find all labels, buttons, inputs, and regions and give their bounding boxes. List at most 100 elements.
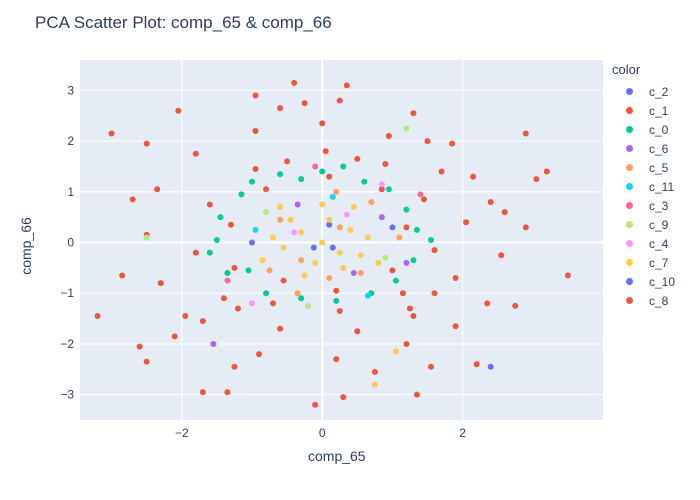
data-point-c_1 — [280, 277, 287, 284]
legend-marker-c_3 — [626, 202, 633, 209]
data-point-c_0 — [413, 226, 420, 233]
data-point-c_5 — [336, 224, 343, 231]
data-point-c_0 — [333, 297, 340, 304]
legend-label-c_0: c_0 — [649, 122, 669, 137]
legend-item-c_2[interactable]: c_2 — [612, 82, 675, 101]
data-point-c_1 — [157, 280, 164, 287]
legend-item-c_11[interactable]: c_11 — [612, 177, 675, 196]
data-point-c_1 — [224, 389, 231, 396]
data-point-c_1 — [277, 105, 284, 112]
data-point-c_0 — [319, 168, 326, 175]
data-point-c_1 — [564, 272, 571, 279]
legend-label-c_3: c_3 — [649, 198, 669, 213]
data-point-c_1 — [484, 300, 491, 307]
legend-item-c_0[interactable]: c_0 — [612, 120, 675, 139]
data-point-c_1 — [336, 307, 343, 314]
data-point-c_1 — [171, 333, 178, 340]
data-point-c_1 — [333, 356, 340, 363]
data-point-c_11 — [364, 292, 371, 299]
legend-item-c_5[interactable]: c_5 — [612, 158, 675, 177]
legend[interactable]: color c_2 c_1 c_0 c_6 c_5 c_11 c_3 c_9 c_4 c_7 c_1… — [612, 62, 675, 310]
legend-label-c_10: c_10 — [649, 274, 676, 289]
data-point-c_1 — [410, 110, 417, 117]
data-point-c_0 — [217, 214, 224, 221]
data-point-c_1 — [389, 267, 396, 274]
data-point-c_5 — [357, 269, 364, 276]
data-point-c_9 — [305, 302, 312, 309]
data-point-c_1 — [312, 401, 319, 408]
data-point-c_8 — [284, 158, 291, 165]
legend-marker-c_11 — [626, 183, 633, 190]
data-point-c_11 — [329, 193, 336, 200]
legend-item-c_8[interactable]: c_8 — [612, 291, 675, 310]
legend-marker-c_8 — [626, 297, 633, 304]
data-point-c_8 — [431, 290, 438, 297]
data-point-c_5 — [326, 275, 333, 282]
data-point-c_1 — [143, 358, 150, 365]
chart-title: PCA Scatter Plot: comp_65 & comp_66 — [35, 13, 332, 32]
data-point-c_1 — [382, 160, 389, 167]
data-point-c_8 — [354, 155, 361, 162]
data-point-c_1 — [487, 198, 494, 205]
data-point-c_9 — [382, 254, 389, 261]
data-point-c_1 — [231, 264, 238, 271]
data-point-c_7 — [392, 348, 399, 355]
data-point-c_5 — [277, 216, 284, 223]
legend-marker-c_5 — [626, 164, 633, 171]
data-point-c_7 — [301, 272, 308, 279]
legend-item-c_7[interactable]: c_7 — [612, 253, 675, 272]
legend-item-c_1[interactable]: c_1 — [612, 101, 675, 120]
data-point-c_0 — [263, 290, 270, 297]
data-point-c_1 — [277, 325, 284, 332]
data-point-c_1 — [252, 92, 259, 99]
legend-item-c_9[interactable]: c_9 — [612, 215, 675, 234]
legend-item-c_10[interactable]: c_10 — [612, 272, 675, 291]
data-point-c_1 — [326, 173, 333, 180]
data-point-c_0 — [340, 163, 347, 170]
data-point-c_0 — [277, 171, 284, 178]
y-tick-label: 2 — [67, 134, 74, 148]
data-point-c_0 — [213, 237, 220, 243]
data-point-c_5 — [368, 198, 375, 205]
data-point-c_10 — [248, 239, 255, 246]
data-point-c_1 — [143, 140, 150, 147]
data-point-c_5 — [396, 234, 403, 241]
data-point-c_1 — [119, 272, 126, 279]
legend-label-c_1: c_1 — [649, 103, 669, 118]
data-point-c_9 — [403, 125, 410, 132]
data-point-c_7 — [287, 216, 294, 223]
x-tick-label: 2 — [459, 426, 466, 440]
legend-item-c_4[interactable]: c_4 — [612, 234, 675, 253]
data-point-c_10 — [389, 224, 396, 231]
data-point-c_7 — [326, 216, 333, 223]
legend-marker-c_7 — [626, 259, 633, 266]
data-point-c_7 — [375, 259, 382, 266]
y-tick-label: −2 — [60, 337, 74, 351]
data-point-c_1 — [136, 343, 143, 350]
y-tick-label: −3 — [60, 388, 74, 402]
data-point-c_0 — [248, 178, 255, 185]
data-point-c_0 — [298, 295, 305, 302]
data-point-c_1 — [522, 224, 529, 231]
data-point-c_1 — [154, 186, 161, 193]
data-point-c_1 — [252, 166, 259, 173]
data-point-c_9 — [263, 209, 270, 216]
data-point-c_10 — [329, 244, 336, 251]
data-point-c_1 — [522, 130, 529, 137]
legend-item-c_6[interactable]: c_6 — [612, 139, 675, 158]
data-point-c_1 — [199, 318, 206, 325]
data-point-c_7 — [364, 234, 371, 241]
data-point-c_1 — [385, 133, 392, 140]
data-point-c_2 — [487, 363, 494, 370]
data-point-c_1 — [129, 196, 136, 203]
y-tick-label: 0 — [67, 236, 74, 250]
data-point-c_1 — [301, 100, 308, 107]
data-point-c_1 — [463, 219, 470, 226]
y-tick-label: 1 — [67, 185, 74, 199]
legend-item-c_3[interactable]: c_3 — [612, 196, 675, 215]
data-point-c_1 — [340, 394, 347, 401]
data-point-c_4 — [378, 181, 385, 188]
data-point-c_8 — [234, 305, 241, 312]
data-point-c_1 — [512, 302, 519, 309]
legend-marker-c_6 — [626, 145, 633, 152]
